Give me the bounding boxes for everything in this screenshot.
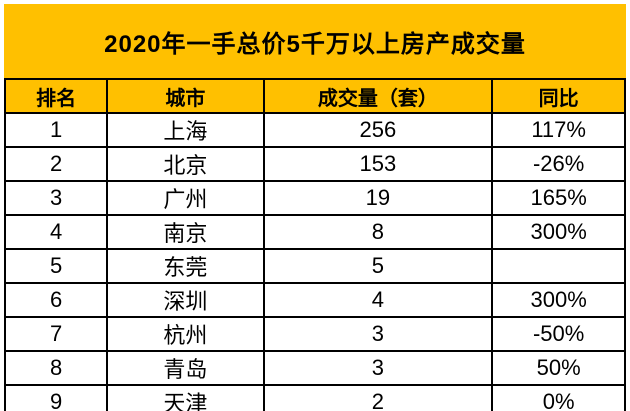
yoy-cell: 300% <box>491 282 626 318</box>
yoy-cell: -50% <box>491 316 626 352</box>
yoy-cell: -26% <box>491 146 626 182</box>
column-header-city: 城市 <box>106 78 265 114</box>
table-row: 3 广州 19 165% <box>3 180 626 216</box>
page-title: 2020年一手总价5千万以上房产成交量 <box>104 30 526 58</box>
table-body: 1 上海 256 117% 2 北京 153 -26% 3 广州 19 165%… <box>3 112 626 411</box>
volume-cell: 5 <box>262 248 494 284</box>
volume-cell: 19 <box>262 180 494 216</box>
city-cell: 杭州 <box>106 316 265 352</box>
table-row: 7 杭州 3 -50% <box>3 316 626 352</box>
volume-cell: 8 <box>262 214 494 250</box>
table-title-band: 2020年一手总价5千万以上房产成交量 <box>4 4 626 78</box>
table-row: 6 深圳 4 300% <box>3 282 626 318</box>
rank-cell: 5 <box>3 248 109 284</box>
volume-cell: 2 <box>262 384 494 411</box>
rank-cell: 3 <box>3 180 109 216</box>
sales-table: 排名 城市 成交量（套） 同比 1 上海 256 117% 2 北京 153 -… <box>3 78 626 411</box>
column-header-yoy: 同比 <box>491 78 626 114</box>
city-cell: 东莞 <box>106 248 265 284</box>
city-cell: 北京 <box>106 146 265 182</box>
table-row: 2 北京 153 -26% <box>3 146 626 182</box>
rank-cell: 6 <box>3 282 109 318</box>
yoy-cell: 50% <box>491 350 626 386</box>
volume-cell: 256 <box>262 112 494 148</box>
table-row: 4 南京 8 300% <box>3 214 626 250</box>
volume-cell: 153 <box>262 146 494 182</box>
table-header: 排名 城市 成交量（套） 同比 <box>3 78 626 114</box>
yoy-cell: 117% <box>491 112 626 148</box>
city-cell: 广州 <box>106 180 265 216</box>
volume-cell: 3 <box>262 350 494 386</box>
table-row: 1 上海 256 117% <box>3 112 626 148</box>
table-row: 9 天津 2 0% <box>3 384 626 411</box>
rank-cell: 2 <box>3 146 109 182</box>
city-cell: 深圳 <box>106 282 265 318</box>
rank-cell: 9 <box>3 384 109 411</box>
table-row: 8 青岛 3 50% <box>3 350 626 386</box>
volume-cell: 3 <box>262 316 494 352</box>
volume-cell: 4 <box>262 282 494 318</box>
city-cell: 天津 <box>106 384 265 411</box>
column-header-rank: 排名 <box>3 78 109 114</box>
yoy-cell <box>491 248 626 284</box>
city-cell: 南京 <box>106 214 265 250</box>
sheet: 2020年一手总价5千万以上房产成交量 排名 城市 成交量（套） 同比 1 上海… <box>3 4 626 411</box>
header-row: 排名 城市 成交量（套） 同比 <box>3 78 626 114</box>
table-row: 5 东莞 5 <box>3 248 626 284</box>
yoy-cell: 165% <box>491 180 626 216</box>
city-cell: 上海 <box>106 112 265 148</box>
column-header-volume: 成交量（套） <box>262 78 494 114</box>
yoy-cell: 300% <box>491 214 626 250</box>
rank-cell: 8 <box>3 350 109 386</box>
city-cell: 青岛 <box>106 350 265 386</box>
rank-cell: 7 <box>3 316 109 352</box>
rank-cell: 4 <box>3 214 109 250</box>
rank-cell: 1 <box>3 112 109 148</box>
yoy-cell: 0% <box>491 384 626 411</box>
